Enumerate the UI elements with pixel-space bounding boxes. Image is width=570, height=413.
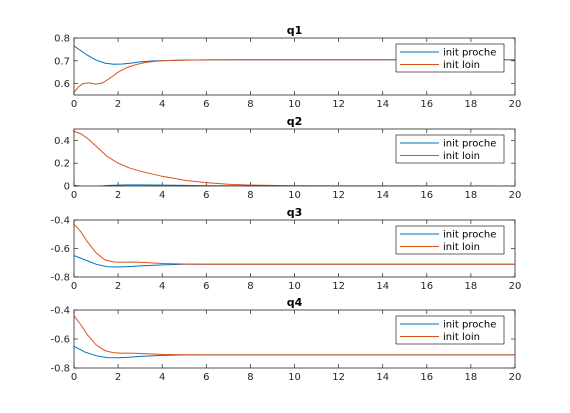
x-tick-label: 14 bbox=[376, 190, 389, 201]
legend-box bbox=[395, 134, 505, 164]
chart-title: q3 bbox=[287, 206, 303, 219]
x-tick-label: 8 bbox=[247, 372, 253, 383]
x-tick-label: 10 bbox=[288, 190, 301, 201]
x-tick-label: 20 bbox=[509, 190, 522, 201]
x-tick-label: 6 bbox=[203, 281, 209, 292]
x-tick-label: 14 bbox=[376, 281, 389, 292]
x-tick-label: 4 bbox=[159, 281, 165, 292]
y-tick-label: 0.8 bbox=[54, 34, 70, 45]
x-tick-label: 2 bbox=[115, 99, 121, 110]
y-tick-label: -0.8 bbox=[50, 273, 70, 284]
x-tick-label: 20 bbox=[509, 99, 522, 110]
y-tick-label: 0 bbox=[64, 182, 70, 193]
legend-label: init loin bbox=[443, 242, 480, 253]
x-tick-label: 18 bbox=[465, 281, 478, 292]
x-tick-label: 20 bbox=[509, 281, 522, 292]
x-tick-label: 4 bbox=[159, 372, 165, 383]
legend-label: init loin bbox=[443, 151, 480, 162]
x-tick-label: 8 bbox=[247, 99, 253, 110]
x-tick-label: 16 bbox=[420, 190, 433, 201]
y-tick-label: -0.4 bbox=[50, 306, 70, 317]
series-line-init-loin bbox=[74, 59, 515, 93]
x-tick-label: 0 bbox=[71, 372, 77, 383]
y-tick-label: 0.7 bbox=[54, 56, 70, 67]
x-tick-label: 18 bbox=[465, 190, 478, 201]
x-tick-label: 8 bbox=[247, 190, 253, 201]
x-tick-label: 2 bbox=[115, 372, 121, 383]
subplot-q2: q2 0 2 4 6 8 10 12 14 16 18 20 0 0.2 0.4 init procheini… bbox=[54, 115, 521, 201]
axes-box bbox=[73, 219, 516, 278]
axes-box bbox=[73, 128, 516, 187]
legend-label: init proche bbox=[443, 320, 496, 331]
x-tick-label: 16 bbox=[420, 99, 433, 110]
series-line-init-loin bbox=[74, 130, 515, 186]
x-tick-label: 12 bbox=[332, 99, 345, 110]
subplot-q3: q3 0 2 4 6 8 10 12 14 16 18 20 -0.8 -0.6 -0.4 init proc… bbox=[50, 206, 521, 292]
series-line-init-loin bbox=[74, 315, 515, 356]
x-tick-label: 6 bbox=[203, 99, 209, 110]
legend-box bbox=[395, 43, 505, 73]
x-tick-label: 8 bbox=[247, 281, 253, 292]
y-tick-label: -0.6 bbox=[50, 244, 70, 255]
x-tick-label: 18 bbox=[465, 372, 478, 383]
x-tick-label: 20 bbox=[509, 372, 522, 383]
x-tick-label: 12 bbox=[332, 372, 345, 383]
subplot-q1: q1 0 2 4 6 8 10 12 14 16 18 20 0.6 0.7 0.8 init prochei… bbox=[54, 24, 521, 110]
subplot-q4: q4 0 2 4 6 8 10 12 14 16 18 20 -0.8 -0.6 -0.4 init proc… bbox=[50, 296, 521, 383]
y-tick-label: -0.8 bbox=[50, 364, 70, 375]
x-tick-label: 2 bbox=[115, 190, 121, 201]
x-tick-label: 6 bbox=[203, 372, 209, 383]
x-tick-label: 16 bbox=[420, 281, 433, 292]
legend-label: init loin bbox=[443, 60, 480, 71]
x-tick-label: 0 bbox=[71, 190, 77, 201]
y-tick-label: -0.6 bbox=[50, 335, 70, 346]
x-tick-label: 14 bbox=[376, 372, 389, 383]
x-tick-label: 16 bbox=[420, 372, 433, 383]
y-tick-label: 0.2 bbox=[54, 159, 70, 170]
y-tick-label: 0.6 bbox=[54, 79, 70, 90]
x-tick-label: 10 bbox=[288, 281, 301, 292]
axes-box bbox=[73, 309, 516, 369]
chart-title: q2 bbox=[287, 115, 303, 128]
legend-box bbox=[395, 315, 505, 345]
chart-title: q4 bbox=[287, 296, 303, 309]
legend-label: init proche bbox=[443, 139, 496, 150]
y-tick-label: -0.4 bbox=[50, 216, 70, 227]
x-tick-label: 10 bbox=[288, 372, 301, 383]
x-tick-label: 10 bbox=[288, 99, 301, 110]
chart-title: q1 bbox=[287, 24, 303, 37]
x-tick-label: 18 bbox=[465, 99, 478, 110]
legend-label: init loin bbox=[443, 332, 480, 343]
x-tick-label: 12 bbox=[332, 281, 345, 292]
x-tick-label: 4 bbox=[159, 99, 165, 110]
x-tick-label: 0 bbox=[71, 281, 77, 292]
x-tick-label: 4 bbox=[159, 190, 165, 201]
x-tick-label: 14 bbox=[376, 99, 389, 110]
legend-label: init proche bbox=[443, 230, 496, 241]
x-tick-label: 0 bbox=[71, 99, 77, 110]
legend-label: init proche bbox=[443, 48, 496, 59]
x-tick-label: 6 bbox=[203, 190, 209, 201]
x-tick-label: 2 bbox=[115, 281, 121, 292]
legend-box bbox=[395, 225, 505, 255]
series-line-init-loin bbox=[74, 223, 515, 265]
x-tick-label: 12 bbox=[332, 190, 345, 201]
y-tick-label: 0.4 bbox=[54, 136, 70, 147]
axes-box bbox=[73, 37, 516, 96]
